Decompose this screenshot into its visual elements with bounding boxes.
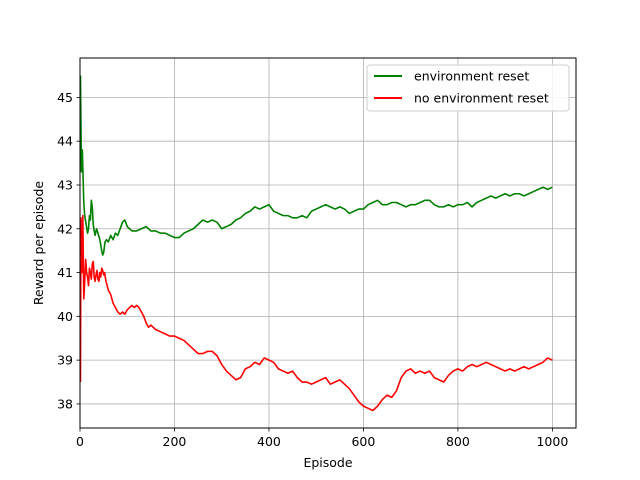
series-line-no-environment-reset	[79, 214, 553, 412]
y-tick-label: 43	[57, 177, 73, 192]
y-tick-label: 38	[57, 396, 73, 411]
x-axis-title: Episode	[303, 455, 352, 470]
series-line-environment-reset	[79, 75, 553, 256]
y-tick-label: 45	[57, 90, 73, 105]
x-tick-label: 600	[351, 434, 375, 449]
legend: environment reset no environment reset	[366, 64, 570, 112]
y-tick-label: 42	[57, 221, 73, 236]
legend-box	[366, 64, 570, 112]
ticks: 0 200 400 600 800 1000 38 39 40 41 42 43 44 45	[57, 90, 568, 449]
y-tick-label: 40	[57, 309, 73, 324]
legend-label-no-environment-reset: no environment reset	[414, 91, 549, 106]
series-group	[79, 75, 553, 412]
plot-area	[80, 58, 576, 428]
y-axis-title: Reward per episode	[31, 181, 46, 305]
y-tick-label: 44	[57, 134, 73, 149]
x-tick-label: 200	[163, 434, 187, 449]
x-tick-label: 0	[76, 434, 84, 449]
legend-label-environment-reset: environment reset	[414, 69, 529, 84]
x-tick-label: 800	[446, 434, 470, 449]
plot-frame	[79, 57, 577, 429]
x-tick-label: 1000	[536, 434, 568, 449]
y-tick-label: 39	[57, 353, 73, 368]
x-tick-label: 400	[257, 434, 281, 449]
y-tick-label: 41	[57, 265, 73, 280]
